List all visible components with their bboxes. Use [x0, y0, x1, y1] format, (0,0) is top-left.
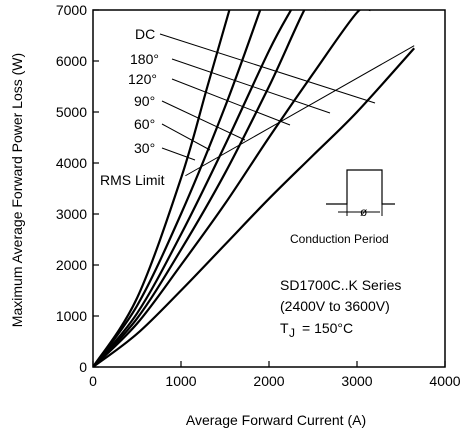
leader-90: [162, 101, 245, 140]
curve-label-180: 180°: [130, 51, 159, 67]
leader-dc: [160, 34, 375, 103]
y-tick-label-0: 0: [79, 359, 87, 375]
leader-180: [172, 59, 330, 113]
leader-120: [172, 79, 290, 125]
y-axis-title: Maximum Average Forward Power Loss (W): [9, 53, 25, 327]
curve-label-60: 60°: [134, 116, 155, 132]
conduction-period-inset: ø: [326, 170, 395, 219]
series-line-30: [93, 10, 229, 367]
phi-label: ø: [360, 205, 368, 219]
rms-limit-line: [185, 46, 414, 176]
x-tick-label-1: 1000: [165, 373, 196, 389]
y-tick-label-7: 7000: [56, 2, 87, 18]
curve-label-dc: DC: [135, 26, 155, 42]
curve-label-120: 120°: [128, 71, 157, 87]
voltage-range: (2400V to 3600V): [280, 298, 390, 314]
y-tick-label-1: 1000: [56, 308, 87, 324]
x-tick-label-3: 3000: [341, 373, 372, 389]
tj-label: T: [280, 320, 289, 336]
y-tick-label-6: 6000: [56, 53, 87, 69]
series-title: SD1700C..K Series: [280, 277, 401, 293]
leader-60: [162, 124, 210, 150]
x-tick-label-4: 4000: [429, 373, 460, 389]
tj-value: = 150°C: [302, 320, 353, 336]
y-tick-label-3: 3000: [56, 206, 87, 222]
curve-label-30: 30°: [134, 140, 155, 156]
y-tick-label-4: 4000: [56, 155, 87, 171]
x-axis-title: Average Forward Current (A): [186, 412, 366, 428]
y-tick-label-2: 2000: [56, 257, 87, 273]
conduction-period-label: Conduction Period: [290, 232, 389, 246]
x-tick-label-0: 0: [89, 373, 97, 389]
tj-subscript: J: [289, 326, 295, 340]
ticks: 0 1000 2000 3000 4000 0 1000 2000 3000 4000 5000 60…: [56, 2, 461, 389]
curve-label-90: 90°: [134, 93, 155, 109]
x-tick-label-2: 2000: [253, 373, 284, 389]
rms-limit-label: RMS Limit: [100, 172, 165, 188]
y-tick-label-5: 5000: [56, 104, 87, 120]
